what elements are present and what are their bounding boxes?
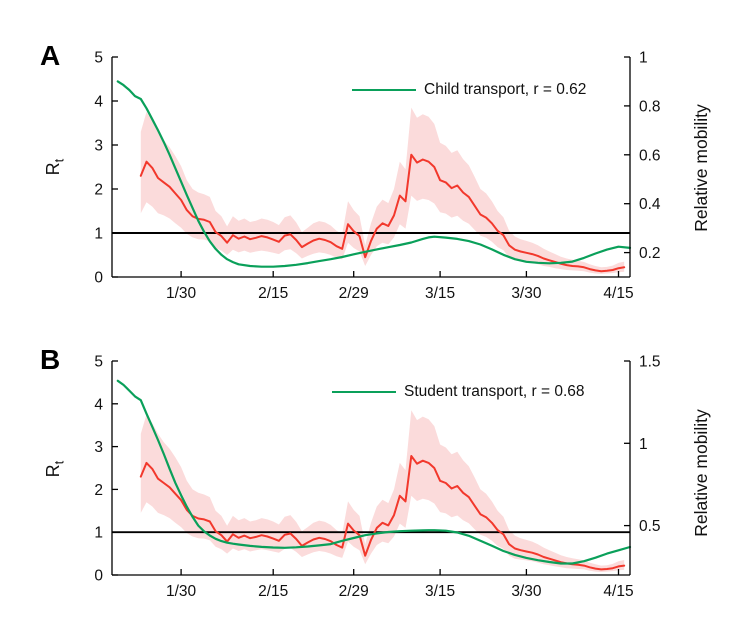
x-tick-label: 2/29	[339, 583, 369, 600]
x-tick-label: 3/30	[511, 583, 542, 600]
x-tick-label: 4/15	[603, 285, 633, 302]
mobility-line-swatch	[352, 89, 416, 91]
panel-b-letter: B	[40, 344, 61, 375]
y-tick-label-left: 2	[94, 482, 103, 499]
rt-label-subscript: t	[51, 460, 67, 465]
panel-a-letter: A	[40, 40, 61, 71]
panel-a-legend-label: Child transport, r = 0.62	[424, 81, 587, 98]
panel-a: 0 1 2 3 4 5 0.2 0.4 0.6 0.8 1 1/30 2/15 2/29 3/15 3/30 4…	[40, 40, 711, 303]
rt-label-main: R	[43, 162, 63, 176]
y-tick-label-right: 1.5	[639, 354, 661, 371]
y-tick-label-right: 0.8	[639, 98, 661, 115]
panel-b-legend-label: Student transport, r = 0.68	[404, 383, 585, 400]
y-tick-label-right: 1	[639, 50, 648, 67]
panel-a-legend: Child transport, r = 0.62	[352, 80, 586, 100]
x-tick-label: 2/15	[258, 285, 288, 302]
mobility-line	[116, 379, 632, 565]
y-tick-label-left: 3	[94, 138, 103, 155]
rt-label-subscript: t	[51, 158, 67, 163]
y-tick-label-left: 2	[94, 182, 103, 199]
y-tick-label-left: 1	[94, 525, 103, 542]
y-tick-label-left: 3	[94, 439, 103, 456]
y-tick-label-right: 0.6	[639, 147, 661, 164]
panel-a-right-axis-title: Relative mobility	[691, 104, 711, 232]
x-tick-label: 1/30	[166, 583, 197, 600]
panel-a-left-axis-title: Rt	[42, 132, 67, 202]
rt-label-main: R	[43, 464, 63, 478]
x-tick-label: 2/15	[258, 583, 288, 600]
panel-b-legend: Student transport, r = 0.68	[332, 382, 585, 402]
y-tick-label-right: 1	[639, 436, 648, 453]
y-tick-label-left: 4	[94, 94, 103, 111]
mobility-line	[116, 80, 632, 268]
rt-line	[139, 455, 626, 571]
x-tick-label: 4/15	[603, 583, 633, 600]
y-tick-label-right: 0.5	[639, 518, 661, 535]
x-tick-label: 3/15	[425, 285, 455, 302]
y-tick-label-left: 4	[94, 396, 103, 413]
panel-b-chart: 0 1 2 3 4 5 0.5 1 1.5 1/30 2/15 2/29 3/15 3/30 4/15	[94, 354, 661, 601]
x-tick-label: 2/29	[339, 285, 369, 302]
x-tick-label: 3/30	[511, 285, 542, 302]
y-tick-label-left: 5	[94, 50, 103, 67]
y-tick-label-left: 0	[94, 568, 103, 585]
x-tick-label: 1/30	[166, 285, 197, 302]
panel-b-right-axis-title: Relative mobility	[691, 409, 711, 537]
y-tick-label-left: 5	[94, 354, 103, 371]
panel-a-chart: 0 1 2 3 4 5 0.2 0.4 0.6 0.8 1 1/30 2/15 2/29 3/15 3/30 4…	[94, 50, 661, 303]
y-tick-label-left: 0	[94, 270, 103, 287]
y-tick-label-right: 0.4	[639, 196, 661, 213]
rt-confidence-band	[140, 410, 625, 572]
mobility-line-swatch	[332, 391, 396, 393]
x-tick-label: 3/15	[425, 583, 455, 600]
y-tick-label-left: 1	[94, 226, 103, 243]
panel-b: 0 1 2 3 4 5 0.5 1 1.5 1/30 2/15 2/29 3/15 3/30 4/15 B …	[0, 318, 746, 636]
rt-line	[139, 153, 626, 273]
y-tick-label-right: 0.2	[639, 245, 661, 262]
panel-b-left-axis-title: Rt	[42, 434, 67, 504]
